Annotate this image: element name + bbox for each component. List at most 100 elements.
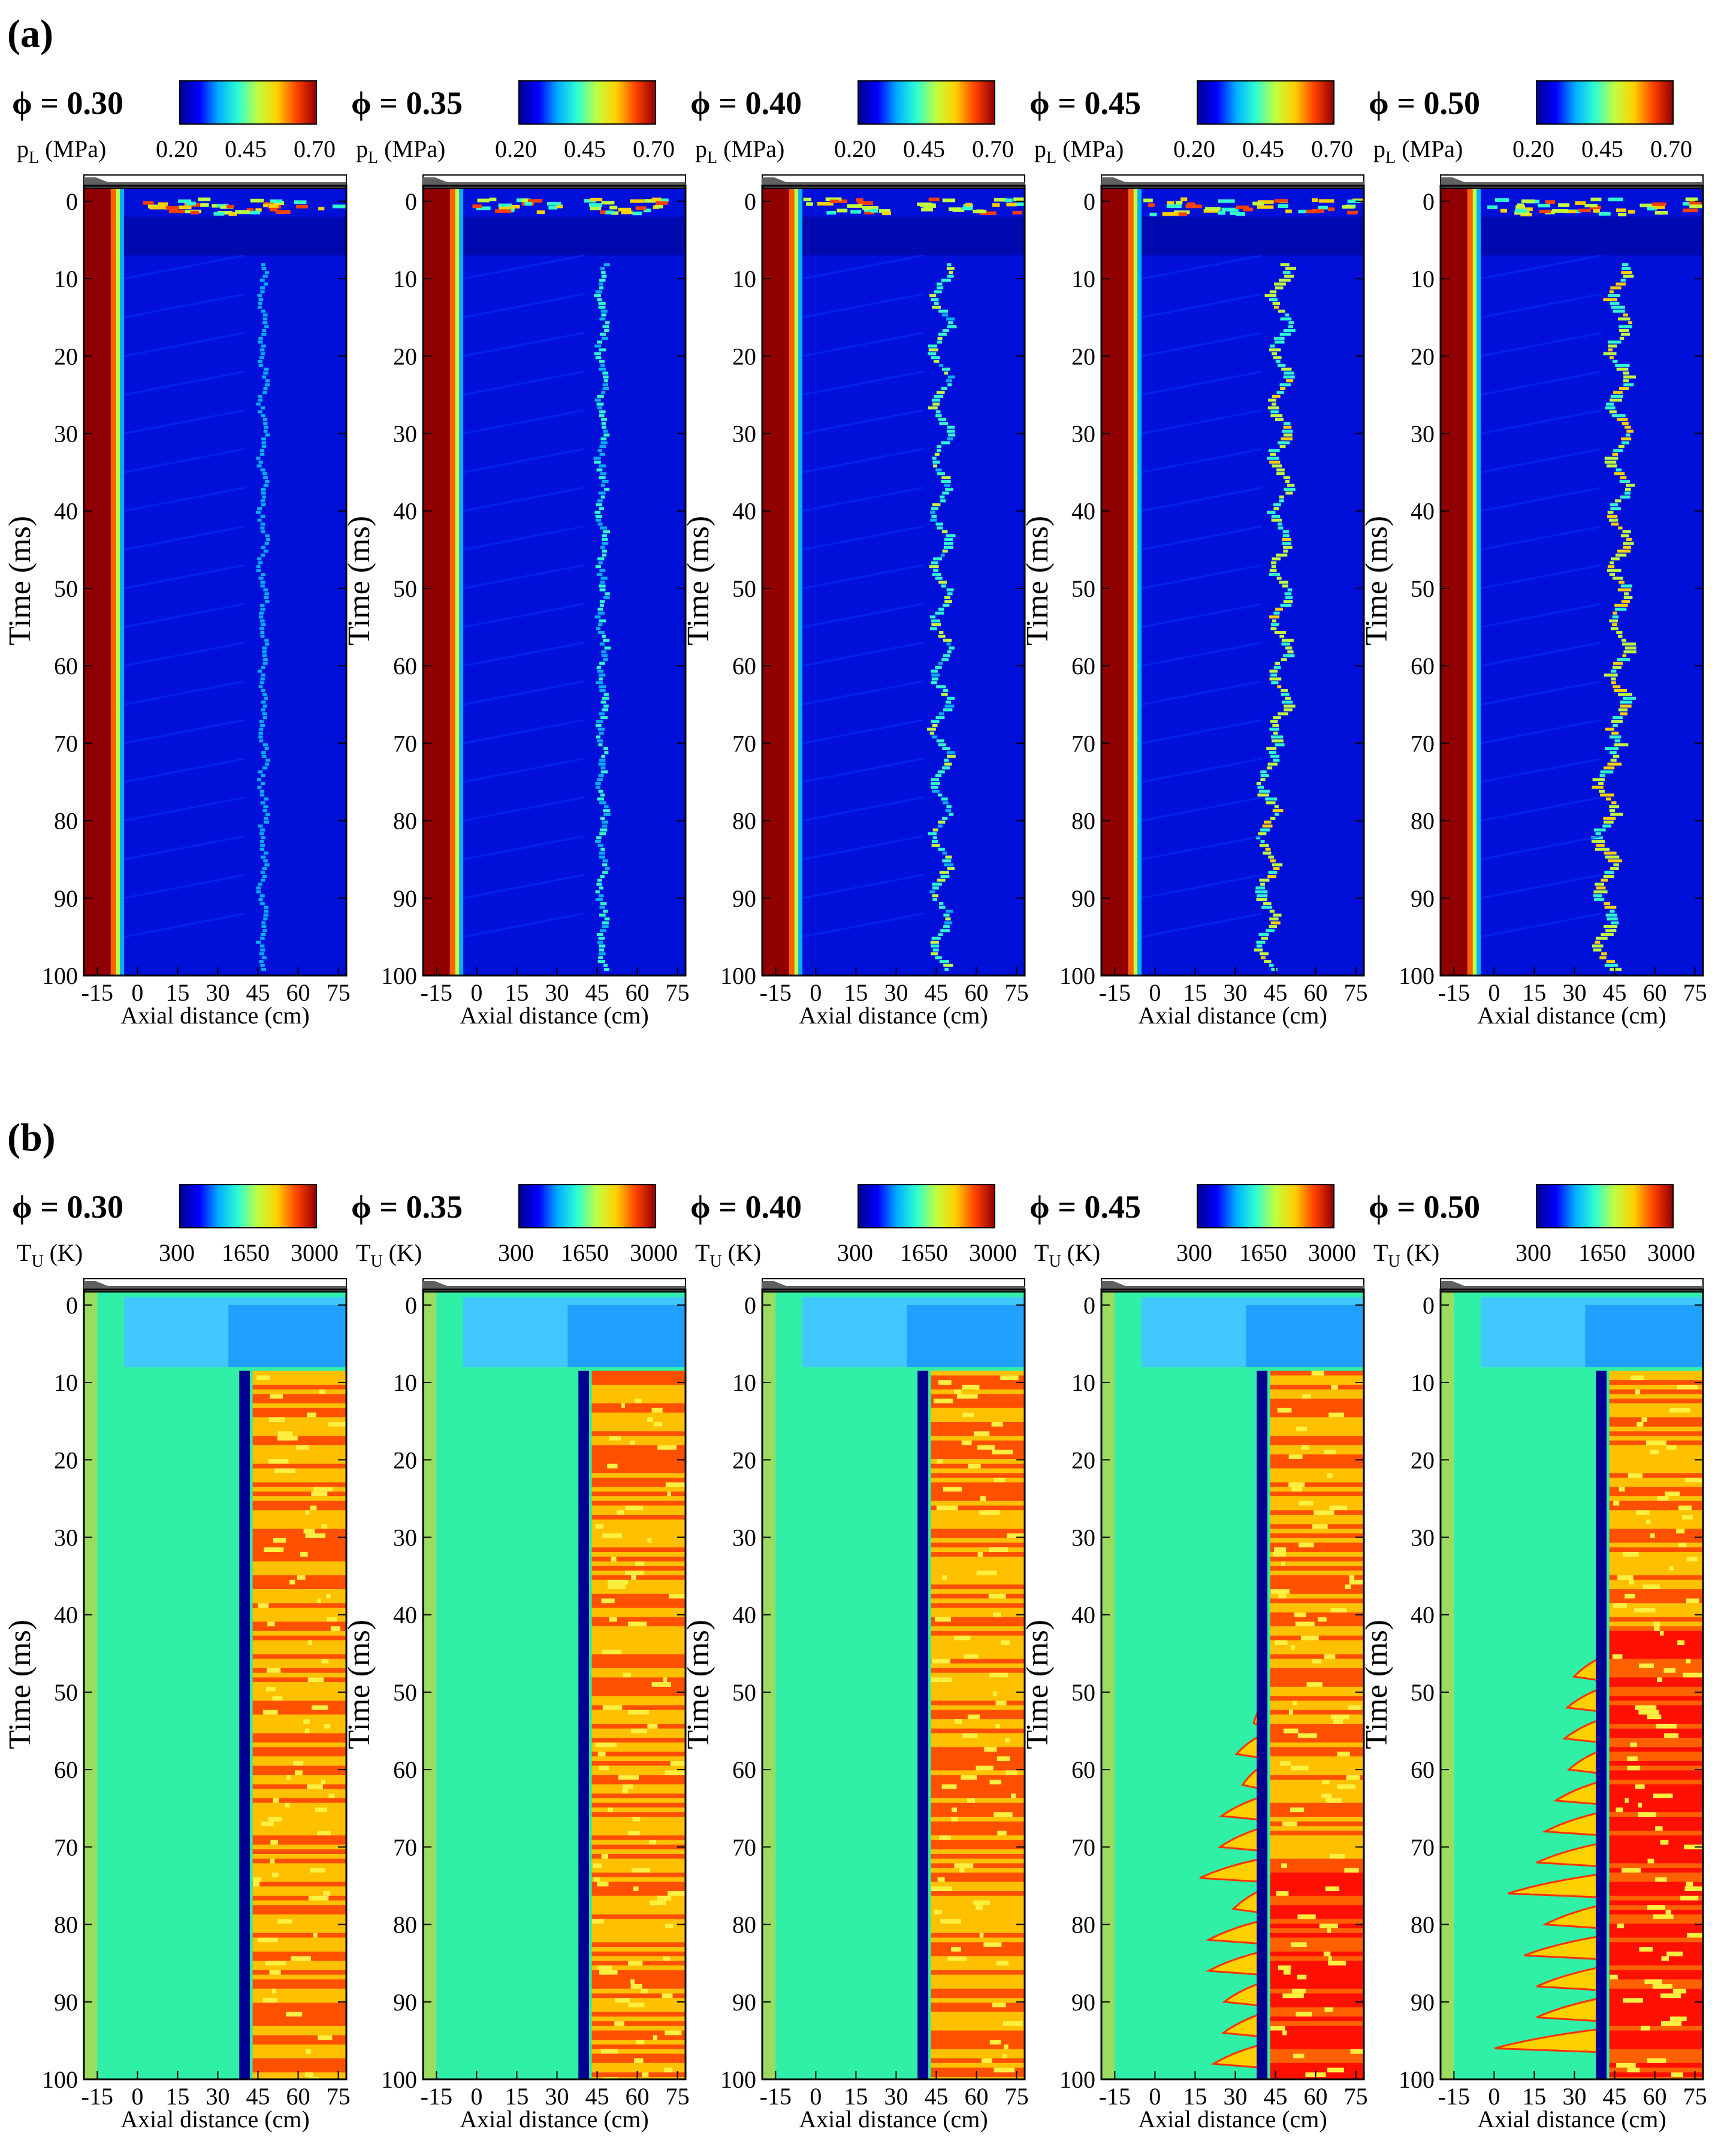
y-tick-label: 80 xyxy=(1411,808,1435,835)
y-tick-label: 60 xyxy=(1071,1756,1095,1783)
variable-label: pL (MPa) xyxy=(356,135,445,167)
y-axis-title: Time (ms) xyxy=(1020,516,1055,645)
y-axis-title: Time (ms) xyxy=(3,1620,37,1749)
x-tick-label: -15 xyxy=(81,979,113,1006)
y-tick-label: 70 xyxy=(54,1834,78,1861)
y-tick-label: 100 xyxy=(1399,2066,1435,2093)
plot-frame xyxy=(761,1288,1026,2080)
colorbar xyxy=(179,80,317,125)
y-tick-label: 0 xyxy=(405,1292,417,1319)
plot-frame xyxy=(1100,1288,1365,2080)
x-axis-title: Axial distance (cm) xyxy=(799,1002,988,1029)
y-tick-label: 70 xyxy=(393,1834,417,1861)
y-tick-label: 60 xyxy=(1411,1756,1435,1783)
colorbar-tick-label: 0.70 xyxy=(633,135,675,162)
colorbar-tick-label: 0.45 xyxy=(564,135,606,162)
x-tick-label: 0 xyxy=(470,2083,482,2110)
x-axis-title: Axial distance (cm) xyxy=(1138,2106,1327,2133)
y-tick-label: 0 xyxy=(1083,1292,1095,1319)
colorbar-tick-label: 3000 xyxy=(291,1239,339,1266)
x-tick-label: 15 xyxy=(165,2083,189,2110)
x-tick-label: 30 xyxy=(884,2083,908,2110)
x-tick-label: 30 xyxy=(1223,2083,1247,2110)
y-tick-label: 10 xyxy=(1411,265,1435,292)
y-tick-label: 90 xyxy=(1411,885,1435,912)
heatmap-field xyxy=(1101,186,1364,976)
x-tick-label: 60 xyxy=(286,2083,310,2110)
colorbar xyxy=(1536,80,1674,125)
y-tick-label: 0 xyxy=(405,188,417,215)
x-axis-title: Axial distance (cm) xyxy=(1477,1002,1666,1029)
x-tick-label: 30 xyxy=(884,979,908,1006)
x-tick-label: 15 xyxy=(1522,979,1546,1006)
x-axis-title: Axial distance (cm) xyxy=(120,2106,309,2133)
x-tick-label: 60 xyxy=(965,2083,989,2110)
x-tick-label: -15 xyxy=(1438,2083,1470,2110)
y-tick-label: 100 xyxy=(1059,962,1095,989)
y-tick-label: 30 xyxy=(732,1524,756,1551)
y-tick-label: 0 xyxy=(66,188,78,215)
x-tick-label: 15 xyxy=(165,979,189,1006)
y-tick-label: 20 xyxy=(393,343,417,370)
colorbar-tick-label: 300 xyxy=(1176,1239,1212,1266)
x-tick-label: 75 xyxy=(327,979,351,1006)
y-tick-label: 90 xyxy=(393,1989,417,2016)
colorbar-tick-label: 0.70 xyxy=(294,135,336,162)
phi-label: ϕ = 0.30 xyxy=(12,1189,123,1225)
y-tick-label: 40 xyxy=(732,498,756,525)
y-tick-label: 80 xyxy=(732,808,756,835)
x-tick-label: 45 xyxy=(1603,979,1627,1006)
colorbar-tick-label: 3000 xyxy=(969,1239,1017,1266)
x-tick-label: 15 xyxy=(1183,2083,1207,2110)
y-axis-title: Time (ms) xyxy=(3,516,37,645)
plot-frame xyxy=(761,185,1026,977)
colorbar-tick-label: 300 xyxy=(837,1239,873,1266)
x-tick-label: 0 xyxy=(1149,2083,1161,2110)
y-tick-label: 40 xyxy=(54,1602,78,1629)
heatmap-field xyxy=(84,186,346,976)
colorbar-tick-label: 0.70 xyxy=(1650,135,1692,162)
x-axis-title: Axial distance (cm) xyxy=(120,1002,309,1029)
y-tick-label: 20 xyxy=(1071,1447,1095,1473)
x-tick-label: 75 xyxy=(666,2083,690,2110)
x-tick-label: 45 xyxy=(925,979,949,1006)
x-tick-label: 45 xyxy=(246,2083,270,2110)
variable-label: TU (K) xyxy=(1034,1239,1100,1271)
x-tick-label: 30 xyxy=(206,979,230,1006)
x-tick-label: -15 xyxy=(1099,2083,1131,2110)
y-axis-title: Time (ms) xyxy=(1360,1620,1394,1749)
x-tick-label: 75 xyxy=(666,979,690,1006)
x-tick-label: 30 xyxy=(1562,979,1586,1006)
y-tick-label: 70 xyxy=(732,730,756,757)
phi-label: ϕ = 0.40 xyxy=(690,85,802,121)
variable-label: pL (MPa) xyxy=(1373,135,1463,167)
phi-label: ϕ = 0.40 xyxy=(690,1189,802,1225)
y-tick-label: 90 xyxy=(1411,1989,1435,2016)
y-tick-label: 0 xyxy=(1083,188,1095,215)
y-tick-label: 20 xyxy=(1411,1447,1435,1473)
panel-label-b: (b) xyxy=(7,1116,56,1159)
colorbar-tick-label: 1650 xyxy=(900,1239,948,1266)
y-tick-label: 20 xyxy=(1411,343,1435,370)
phi-label: ϕ = 0.50 xyxy=(1369,1189,1480,1225)
colorbar-tick-label: 0.20 xyxy=(495,135,537,162)
variable-label: pL (MPa) xyxy=(1034,135,1124,167)
plot-frame xyxy=(422,1288,687,2080)
x-tick-label: 75 xyxy=(1005,979,1029,1006)
x-tick-label: 45 xyxy=(925,2083,949,2110)
x-axis-title: Axial distance (cm) xyxy=(1138,1002,1327,1029)
y-tick-label: 80 xyxy=(54,1912,78,1938)
y-tick-label: 20 xyxy=(54,1447,78,1473)
plot-frame xyxy=(1100,185,1365,977)
y-tick-label: 80 xyxy=(1071,1912,1095,1938)
y-tick-label: 0 xyxy=(744,188,756,215)
y-tick-label: 40 xyxy=(732,1602,756,1629)
panel-label-a: (a) xyxy=(7,12,53,56)
x-tick-label: 45 xyxy=(1264,979,1288,1006)
y-tick-label: 90 xyxy=(1071,885,1095,912)
y-tick-label: 30 xyxy=(54,420,78,447)
y-tick-label: 100 xyxy=(42,962,78,989)
